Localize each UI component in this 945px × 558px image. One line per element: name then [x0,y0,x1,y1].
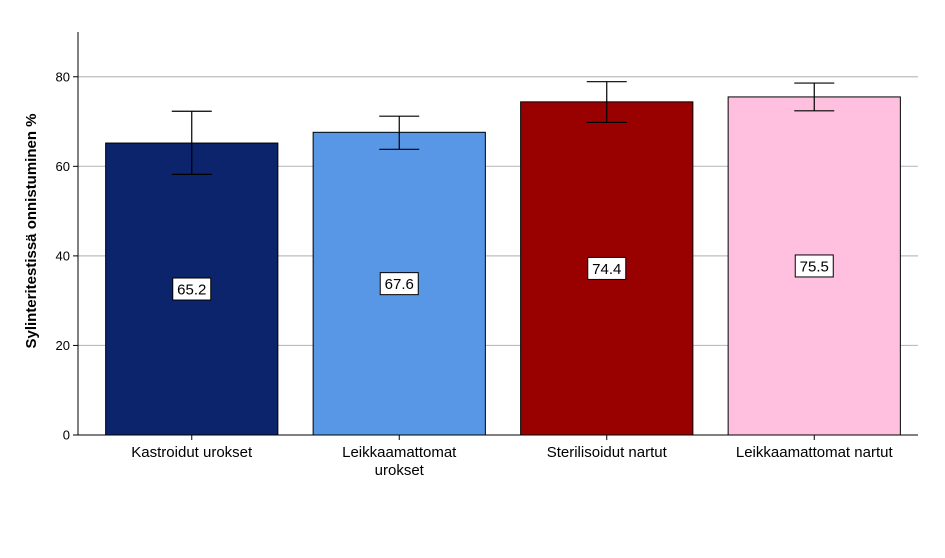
data-label: 75.5 [800,258,829,275]
data-labels: 65.2 67.6 74.4 75.5 [172,254,834,301]
bars [105,96,901,436]
x-category-label: Kastroidut urokset [131,444,253,461]
y-tick-labels: 0 20 40 60 80 [56,69,70,442]
data-label-box [172,277,212,301]
x-category-labels: Kastroidut urokset Leikkaamattomat urokset… [131,444,893,479]
x-category-label: Sterilisoidut nartut [547,444,668,461]
x-category-label: Leikkaamattomat urokset [342,444,457,479]
y-axis-label: Sylinteritestissä onnistuminen % [23,113,40,348]
data-label: 67.6 [385,276,414,293]
data-label: 65.2 [177,282,206,299]
data-label-box [379,272,419,296]
data-label-box [794,254,834,278]
error-bars [171,81,835,175]
y-tick-label: 80 [56,69,70,84]
x-category-label: Leikkaamattomat nartut [736,444,894,461]
y-tick-label: 20 [56,338,70,353]
data-label-box [587,256,627,280]
data-label: 74.4 [592,261,621,278]
axes [73,32,918,440]
y-tick-label: 40 [56,248,70,263]
y-tick-label: 0 [63,428,70,443]
y-tick-label: 60 [56,159,70,174]
